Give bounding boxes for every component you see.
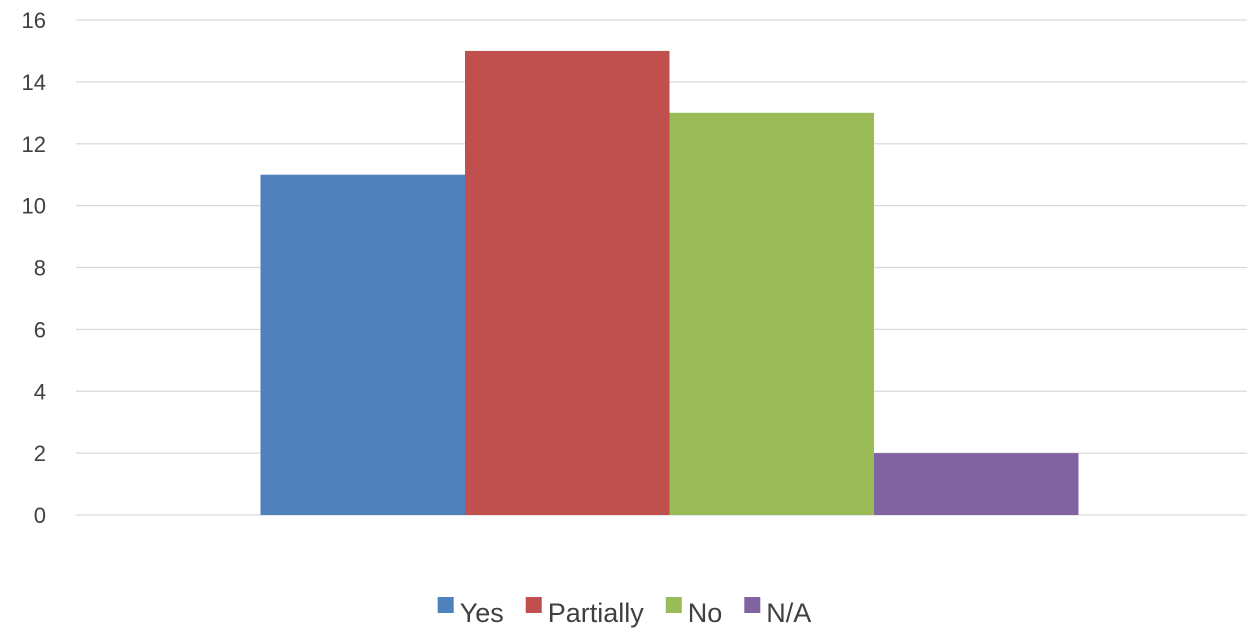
legend-label: No: [688, 598, 723, 628]
legend-swatch: [525, 597, 542, 613]
legend-label: N/A: [766, 598, 811, 628]
y-tick-label: 12: [22, 132, 46, 157]
bar-n-a: [874, 453, 1079, 515]
legend-item-yes: Yes: [437, 597, 504, 628]
legend-item-no: No: [665, 597, 723, 628]
y-tick-label: 6: [34, 317, 46, 342]
legend-item-n-a: N/A: [744, 597, 811, 628]
y-tick-label: 10: [22, 194, 46, 219]
y-tick-label: 16: [22, 8, 46, 33]
legend: Yes Partially No N/A: [437, 597, 811, 628]
bar-no: [669, 112, 874, 515]
y-tick-label: 0: [34, 503, 46, 528]
legend-label: Partially: [548, 598, 645, 628]
y-tick-label: 14: [22, 70, 46, 95]
y-tick-label: 2: [34, 441, 46, 466]
y-axis-ticks: 0 2 4 6 8 10 12 14 16: [22, 8, 46, 528]
bar-partially: [465, 50, 670, 515]
legend-label: Yes: [460, 598, 504, 628]
bars: [260, 50, 1079, 515]
bar-yes: [260, 174, 465, 515]
y-tick-label: 4: [34, 379, 46, 404]
legend-item-partially: Partially: [525, 597, 645, 628]
legend-swatch: [744, 597, 761, 613]
legend-swatch: [665, 597, 682, 613]
y-tick-label: 8: [34, 256, 46, 281]
legend-swatch: [437, 597, 454, 613]
